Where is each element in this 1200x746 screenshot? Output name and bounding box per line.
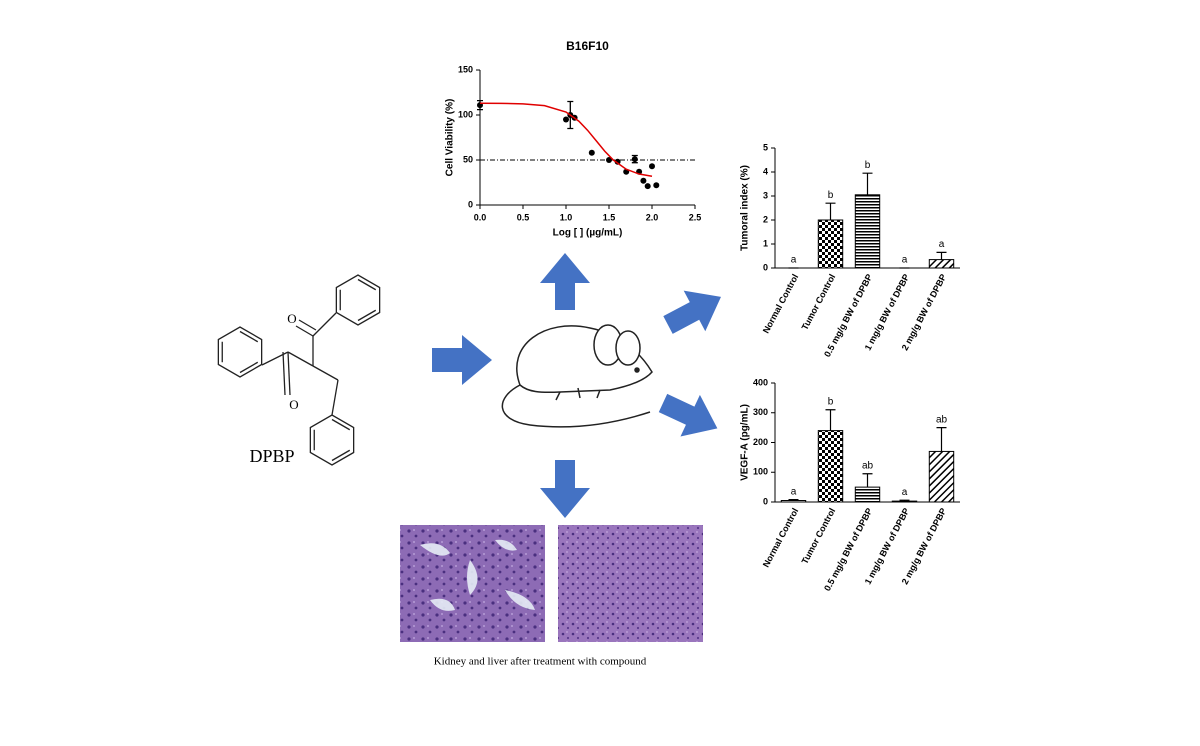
data-point [640,177,647,184]
y-tick-label: 0 [763,496,768,506]
bar [817,219,844,269]
x-tick-label: 2.5 [689,212,702,222]
data-point [649,163,655,170]
double-bond [331,418,351,431]
x-tick-label: Tumor Control [800,272,838,331]
y-tick-label: 0 [468,199,473,209]
x-tick-label: 1.0 [560,212,573,222]
y-tick-label: 200 [753,437,768,447]
chart-title: B16F10 [566,39,609,53]
liver-image [558,525,703,642]
significance-letter: a [939,239,945,250]
significance-letter: ab [862,460,874,471]
compound-name: DPBP [249,446,294,466]
x-tick-label: 1.5 [603,212,616,222]
y-tick-label: 2 [763,214,768,224]
x-axis-label: Log [ ] (µg/mL) [553,228,623,239]
y-axis-label: VEGF-A (pg/mL) [740,404,751,481]
bar [928,450,955,503]
error-bar [825,409,836,431]
y-tick-label: 150 [458,64,473,74]
double-bond [239,330,259,343]
double-bond [331,449,351,462]
bond [312,312,337,337]
kidney-lumens [420,539,535,611]
y-tick-label: 300 [753,407,768,417]
bar [928,259,955,269]
significance-letter: ab [936,414,948,425]
y-tick-label: 100 [458,109,473,119]
y-tick-label: 100 [753,467,768,477]
arrows [432,253,721,518]
y-axis-label: Cell Viability (%) [445,99,456,177]
error-bar [899,499,910,502]
y-tick-label: 3 [763,190,768,200]
double-bond [239,361,259,374]
y-tick-label: 400 [753,377,768,387]
caption: Kidney and liver after treatment with co… [434,656,647,668]
mouse [501,324,653,428]
benzene-ring [335,274,381,326]
bond [295,325,314,337]
significance-letter: b [828,190,834,201]
x-tick-label: 2.0 [646,212,659,222]
y-tick-label: 0 [763,262,768,272]
double-bond [357,309,377,322]
data-point [563,116,569,123]
x-tick-label: Normal Control [761,506,801,569]
significance-letter: a [902,487,908,498]
significance-letter: b [865,160,871,171]
bond [331,379,339,416]
y-tick-label: 50 [463,154,473,164]
x-tick-label: 0.0 [474,212,487,222]
bond [312,365,339,381]
y-axis-label: Tumoral index (%) [740,165,751,251]
benzene-ring [217,326,263,378]
double-bond [357,278,377,291]
error-bar [825,202,836,220]
data-point [588,149,595,156]
molecule [217,274,381,466]
atom-label: O [289,397,298,412]
atom-label: O [287,311,296,326]
bar [780,500,807,503]
fit-curve [479,102,653,178]
bond [282,351,286,396]
significance-letter: b [828,396,834,407]
bond [287,351,314,367]
significance-letter: a [791,486,797,497]
bond [287,351,291,396]
error-bar [936,427,947,452]
bar [854,486,881,503]
y-tick-label: 1 [763,238,768,248]
error-bar [788,499,799,501]
data-point [644,183,651,190]
data-point [606,157,612,163]
significance-letter: a [791,255,797,266]
error-bar [936,251,947,260]
data-point [631,156,638,163]
bond [298,319,317,331]
x-tick-label: Normal Control [761,272,801,335]
bar [817,430,844,503]
significance-letter: a [902,255,908,266]
error-bar [862,172,873,195]
data-point [653,182,660,189]
x-tick-label: 0.5 [517,212,530,222]
bar [854,194,881,269]
y-tick-label: 4 [763,166,768,176]
x-tick-label: Tumor Control [800,506,838,565]
y-tick-label: 5 [763,142,768,152]
error-bar [862,473,873,488]
bar [891,500,918,503]
benzene-ring [309,414,355,466]
